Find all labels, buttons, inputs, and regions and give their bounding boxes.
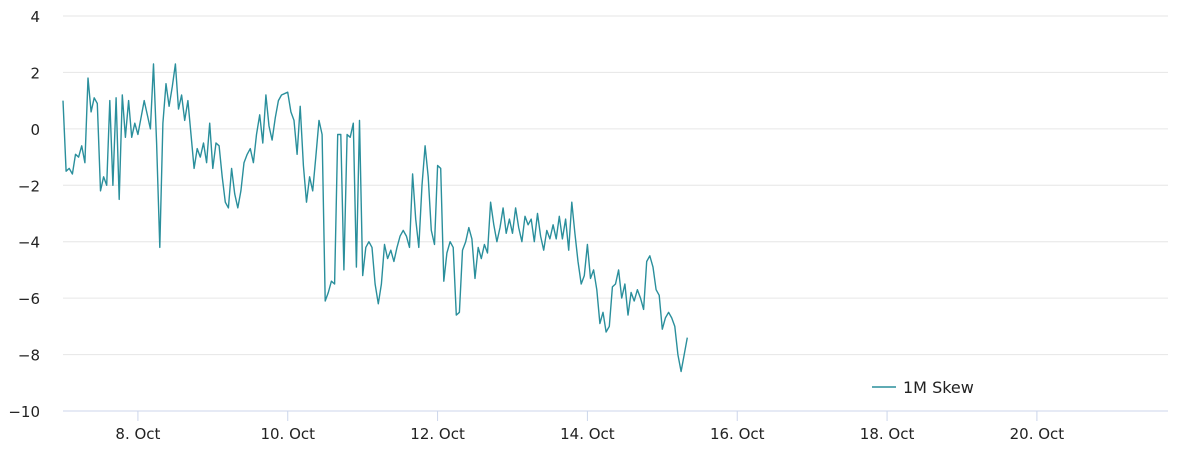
- legend-label-1m-skew: 1M Skew: [903, 378, 974, 397]
- x-tick-label: 8. Oct: [115, 425, 160, 443]
- y-tick-label: −6: [18, 290, 40, 308]
- series-group: [62, 63, 688, 373]
- x-tick-label: 16. Oct: [710, 425, 765, 443]
- legend[interactable]: 1M Skew: [872, 378, 974, 397]
- x-tick-label: 10. Oct: [260, 425, 315, 443]
- y-tick-label: −2: [18, 177, 40, 195]
- y-tick-label: −10: [8, 403, 40, 421]
- x-tick-label: 18. Oct: [860, 425, 915, 443]
- y-tick-label: 4: [30, 8, 40, 26]
- grid-lines: [63, 15, 1168, 356]
- x-axis-ticks: 8. Oct 10. Oct 12. Oct 14. Oct 16. Oct 18. Oc…: [115, 411, 1064, 443]
- y-tick-label: −8: [18, 347, 40, 365]
- x-tick-label: 14. Oct: [560, 425, 615, 443]
- y-tick-label: −4: [18, 234, 40, 252]
- y-tick-label: 2: [30, 64, 40, 82]
- y-tick-label: 0: [30, 121, 40, 139]
- x-tick-label: 12. Oct: [410, 425, 465, 443]
- x-tick-label: 20. Oct: [1010, 425, 1065, 443]
- series-line-1m-skew: [62, 63, 688, 373]
- y-axis-ticks: 4 2 0 −2 −4 −6 −8 −10: [8, 8, 40, 421]
